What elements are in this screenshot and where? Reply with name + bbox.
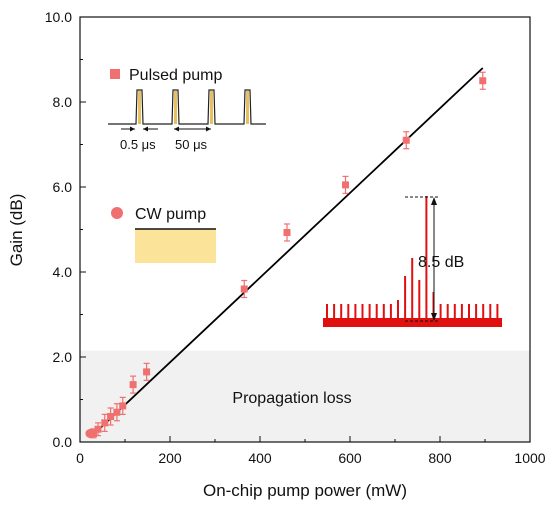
y-axis-label: Gain (dB) xyxy=(7,194,26,267)
x-axis-ticks: 0 200 400 600 800 1000 xyxy=(76,436,546,466)
pulse-fill xyxy=(246,91,249,124)
pulsed-point xyxy=(129,381,137,389)
y-tick-label: 8.0 xyxy=(53,94,73,110)
pulsed-point xyxy=(479,77,487,85)
y-axis-ticks: 0.0 2.0 4.0 6.0 8.0 10.0 xyxy=(45,9,86,450)
period-arrowhead-right xyxy=(206,126,211,132)
pulsed-point xyxy=(113,408,121,416)
y-tick-label: 6.0 xyxy=(53,179,73,195)
width-arrowhead-left xyxy=(130,126,135,132)
x-tick-label: 800 xyxy=(428,450,452,466)
pulsed-pump-inset: 0.5 μs 50 μs xyxy=(108,89,266,152)
cw-pump-inset xyxy=(135,229,216,263)
pulse-fill xyxy=(174,91,177,124)
x-tick-label: 600 xyxy=(338,450,362,466)
pulsed-point xyxy=(107,413,115,420)
x-tick-label: 200 xyxy=(158,450,182,466)
spectrum-arrowhead-bottom xyxy=(431,313,437,321)
spectrum-floor xyxy=(323,318,502,327)
spectrum-gain-label: 8.5 dB xyxy=(418,254,464,271)
x-axis-label: On-chip pump power (mW) xyxy=(203,481,407,500)
period-arrowhead-left xyxy=(174,126,179,132)
data-points xyxy=(85,71,487,439)
spectrum-arrowhead-top xyxy=(431,197,437,205)
cw-point xyxy=(87,428,97,438)
y-tick-label: 10.0 xyxy=(45,9,72,25)
legend-cw-marker xyxy=(111,207,123,219)
legend-cw-label: CW pump xyxy=(135,206,206,223)
pulse-fill xyxy=(138,91,141,124)
fit-line xyxy=(89,67,484,439)
x-tick-label: 0 xyxy=(76,450,84,466)
pulse-fill xyxy=(210,91,213,124)
x-tick-label: 400 xyxy=(248,450,272,466)
pulse-fills xyxy=(138,91,249,124)
pulsed-point xyxy=(283,228,291,236)
y-tick-label: 2.0 xyxy=(53,349,73,365)
legend-pulsed-label: Pulsed pump xyxy=(129,67,222,84)
pulsed-point xyxy=(94,425,102,433)
x-tick-label: 1000 xyxy=(514,450,545,466)
pulsed-point xyxy=(101,419,109,427)
propagation-loss-label: Propagation loss xyxy=(232,390,351,407)
pulsed-point xyxy=(143,368,151,376)
pulsed-point xyxy=(342,181,349,189)
pulse-width-label: 0.5 μs xyxy=(120,137,156,152)
pulsed-point xyxy=(240,285,248,293)
pulse-train-waveform xyxy=(108,89,266,125)
y-tick-label: 4.0 xyxy=(53,264,73,280)
propagation-loss-region xyxy=(80,350,530,442)
spectrum-inset xyxy=(323,196,502,327)
y-tick-label: 0.0 xyxy=(53,434,73,450)
pulsed-point xyxy=(402,136,410,144)
pulse-period-label: 50 μs xyxy=(175,137,208,152)
pulsed-point xyxy=(119,402,127,410)
width-arrowhead-right xyxy=(143,126,148,132)
legend-pulsed-marker xyxy=(110,69,120,79)
